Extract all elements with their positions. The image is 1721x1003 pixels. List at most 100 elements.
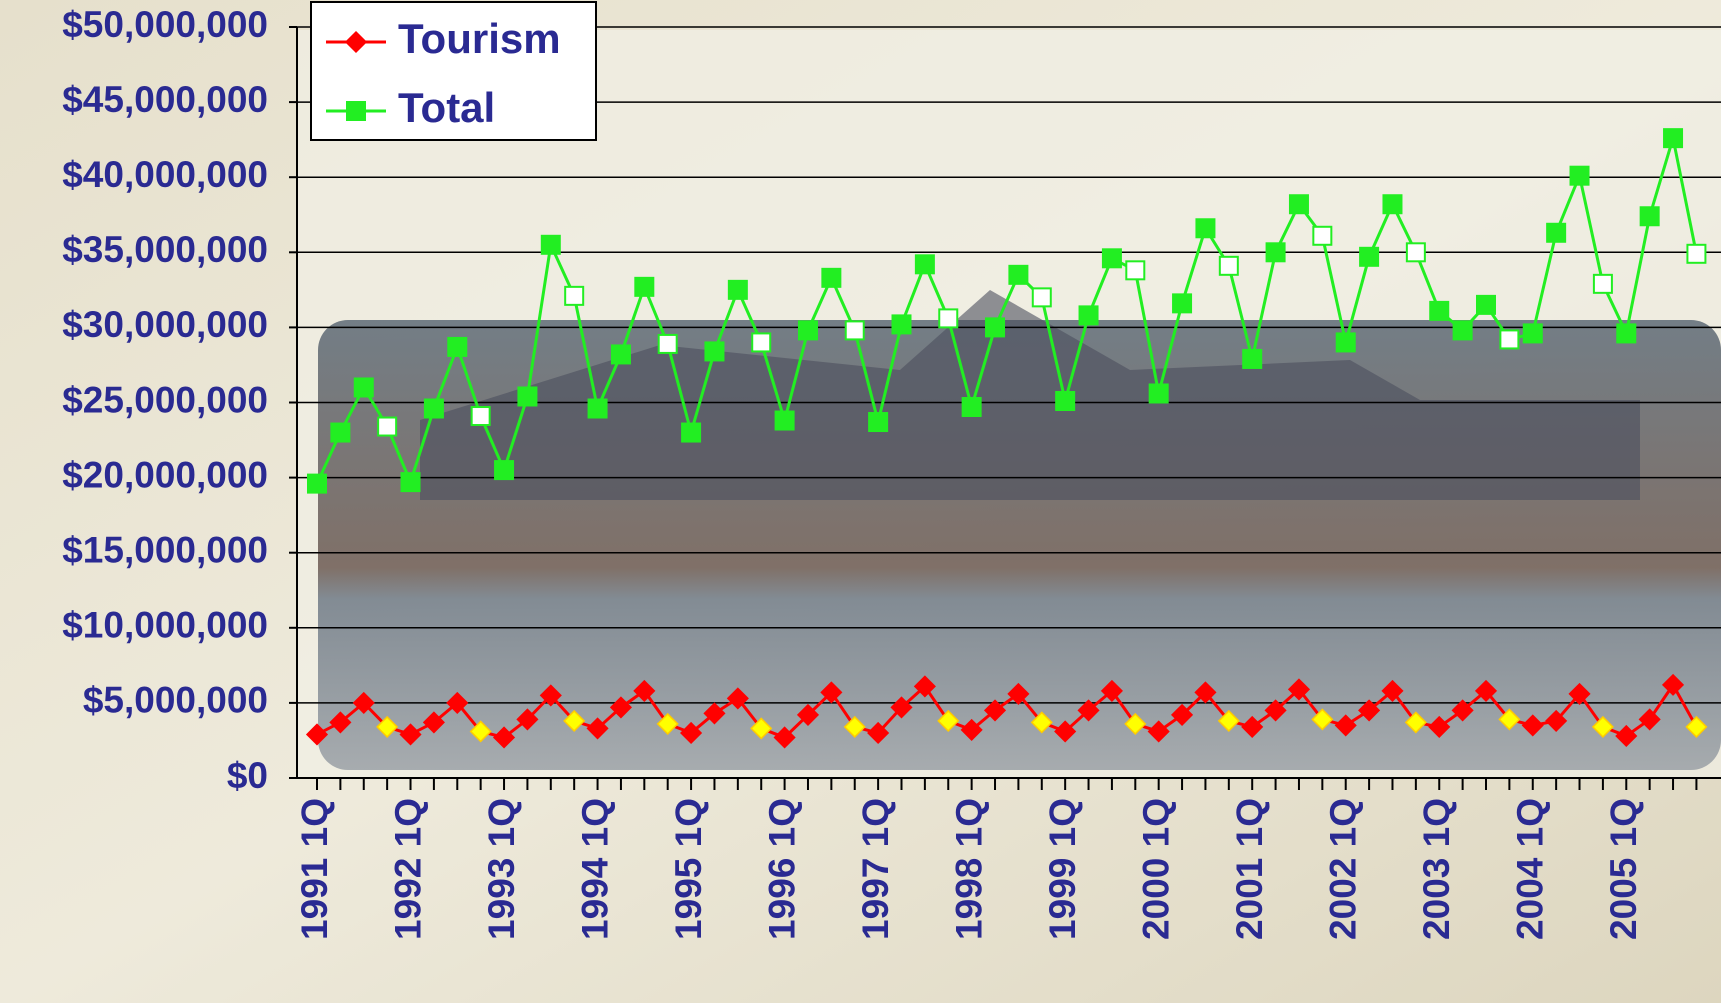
x-tick-label: 2003 1Q	[1416, 798, 1457, 940]
y-tick-label: $45,000,000	[62, 79, 268, 120]
data-point	[563, 709, 586, 732]
data-point	[634, 276, 655, 297]
legend-label: Tourism	[398, 15, 561, 62]
y-tick-label: $20,000,000	[62, 454, 268, 495]
data-point	[1078, 305, 1099, 326]
x-tick-label: 1996 1Q	[761, 798, 802, 940]
data-point	[890, 696, 913, 719]
data-point	[1381, 679, 1404, 702]
data-point	[1591, 715, 1614, 738]
data-point	[400, 472, 421, 493]
data-point	[1194, 681, 1217, 704]
data-point	[891, 314, 912, 335]
data-point	[469, 720, 492, 743]
data-point	[1522, 323, 1543, 344]
data-point	[868, 412, 889, 433]
data-point	[681, 422, 702, 443]
data-point	[1569, 165, 1590, 186]
data-point	[751, 332, 772, 353]
data-point	[1100, 679, 1123, 702]
data-point	[586, 717, 609, 740]
data-point	[726, 687, 749, 710]
data-point	[610, 344, 631, 365]
data-point	[516, 708, 539, 731]
x-tick-label: 1991 1Q	[294, 798, 335, 940]
data-point	[656, 712, 679, 735]
data-point	[1452, 320, 1473, 341]
data-point	[1288, 194, 1309, 215]
data-point	[1474, 679, 1498, 702]
data-point	[1592, 273, 1613, 294]
data-point	[1451, 699, 1474, 722]
x-tick-label: 2000 1Q	[1135, 798, 1176, 940]
data-point	[1404, 711, 1427, 734]
data-point	[1638, 708, 1661, 731]
data-point	[423, 398, 444, 419]
data-point	[1148, 383, 1169, 404]
data-point	[446, 691, 469, 714]
data-point	[843, 715, 866, 738]
data-point	[1405, 242, 1426, 263]
data-point	[517, 386, 538, 407]
data-point	[773, 726, 796, 749]
data-point	[1663, 128, 1684, 149]
data-point	[470, 406, 491, 427]
data-point	[1218, 255, 1239, 276]
data-point	[1616, 323, 1637, 344]
legend-marker	[346, 101, 366, 121]
data-point	[985, 317, 1006, 338]
x-tick-label: 1997 1Q	[855, 798, 896, 940]
data-point	[1358, 699, 1381, 722]
data-point	[844, 320, 865, 341]
data-point	[983, 699, 1007, 722]
data-point	[377, 416, 398, 437]
data-point	[914, 254, 935, 275]
data-point	[1055, 390, 1076, 411]
y-tick-label: $40,000,000	[62, 154, 268, 195]
data-point	[1241, 715, 1264, 738]
data-point	[961, 397, 982, 418]
x-tick-label: 1999 1Q	[1042, 798, 1083, 940]
data-point	[1311, 708, 1334, 731]
data-point	[1007, 682, 1030, 705]
data-point	[1312, 225, 1333, 246]
x-tick-label: 1995 1Q	[668, 798, 709, 940]
data-point	[1686, 243, 1707, 264]
data-point	[1685, 715, 1708, 738]
data-point	[1217, 709, 1240, 732]
data-point	[1334, 714, 1357, 737]
data-point	[447, 336, 468, 357]
data-point	[1661, 673, 1685, 696]
data-point	[492, 726, 516, 749]
data-point	[937, 709, 960, 732]
data-point	[329, 711, 352, 734]
data-point	[797, 320, 818, 341]
data-point	[1545, 709, 1568, 732]
data-point	[657, 333, 678, 354]
y-tick-label: $0	[227, 755, 268, 796]
data-point	[1124, 712, 1147, 735]
data-point	[1335, 332, 1356, 353]
data-point	[399, 723, 422, 746]
data-point	[774, 410, 795, 431]
data-point	[1568, 682, 1591, 705]
data-point	[1521, 714, 1544, 737]
data-point	[1172, 293, 1193, 314]
legend-marker	[344, 30, 368, 54]
building-roof	[420, 290, 1640, 500]
data-point	[820, 681, 843, 704]
x-tick-label: 2002 1Q	[1323, 798, 1364, 940]
y-tick-label: $25,000,000	[62, 379, 268, 420]
x-tick-label: 1992 1Q	[387, 798, 428, 940]
x-tick-label: 2005 1Q	[1603, 798, 1644, 940]
data-point	[1242, 348, 1263, 369]
data-point	[1077, 699, 1100, 722]
data-point	[1615, 724, 1638, 748]
data-point	[1264, 699, 1287, 722]
data-point	[587, 398, 608, 419]
data-point	[704, 341, 725, 362]
data-point	[1429, 300, 1450, 321]
data-point	[539, 684, 562, 707]
x-tick-label: 1994 1Q	[574, 798, 615, 940]
y-tick-label: $5,000,000	[83, 680, 268, 721]
